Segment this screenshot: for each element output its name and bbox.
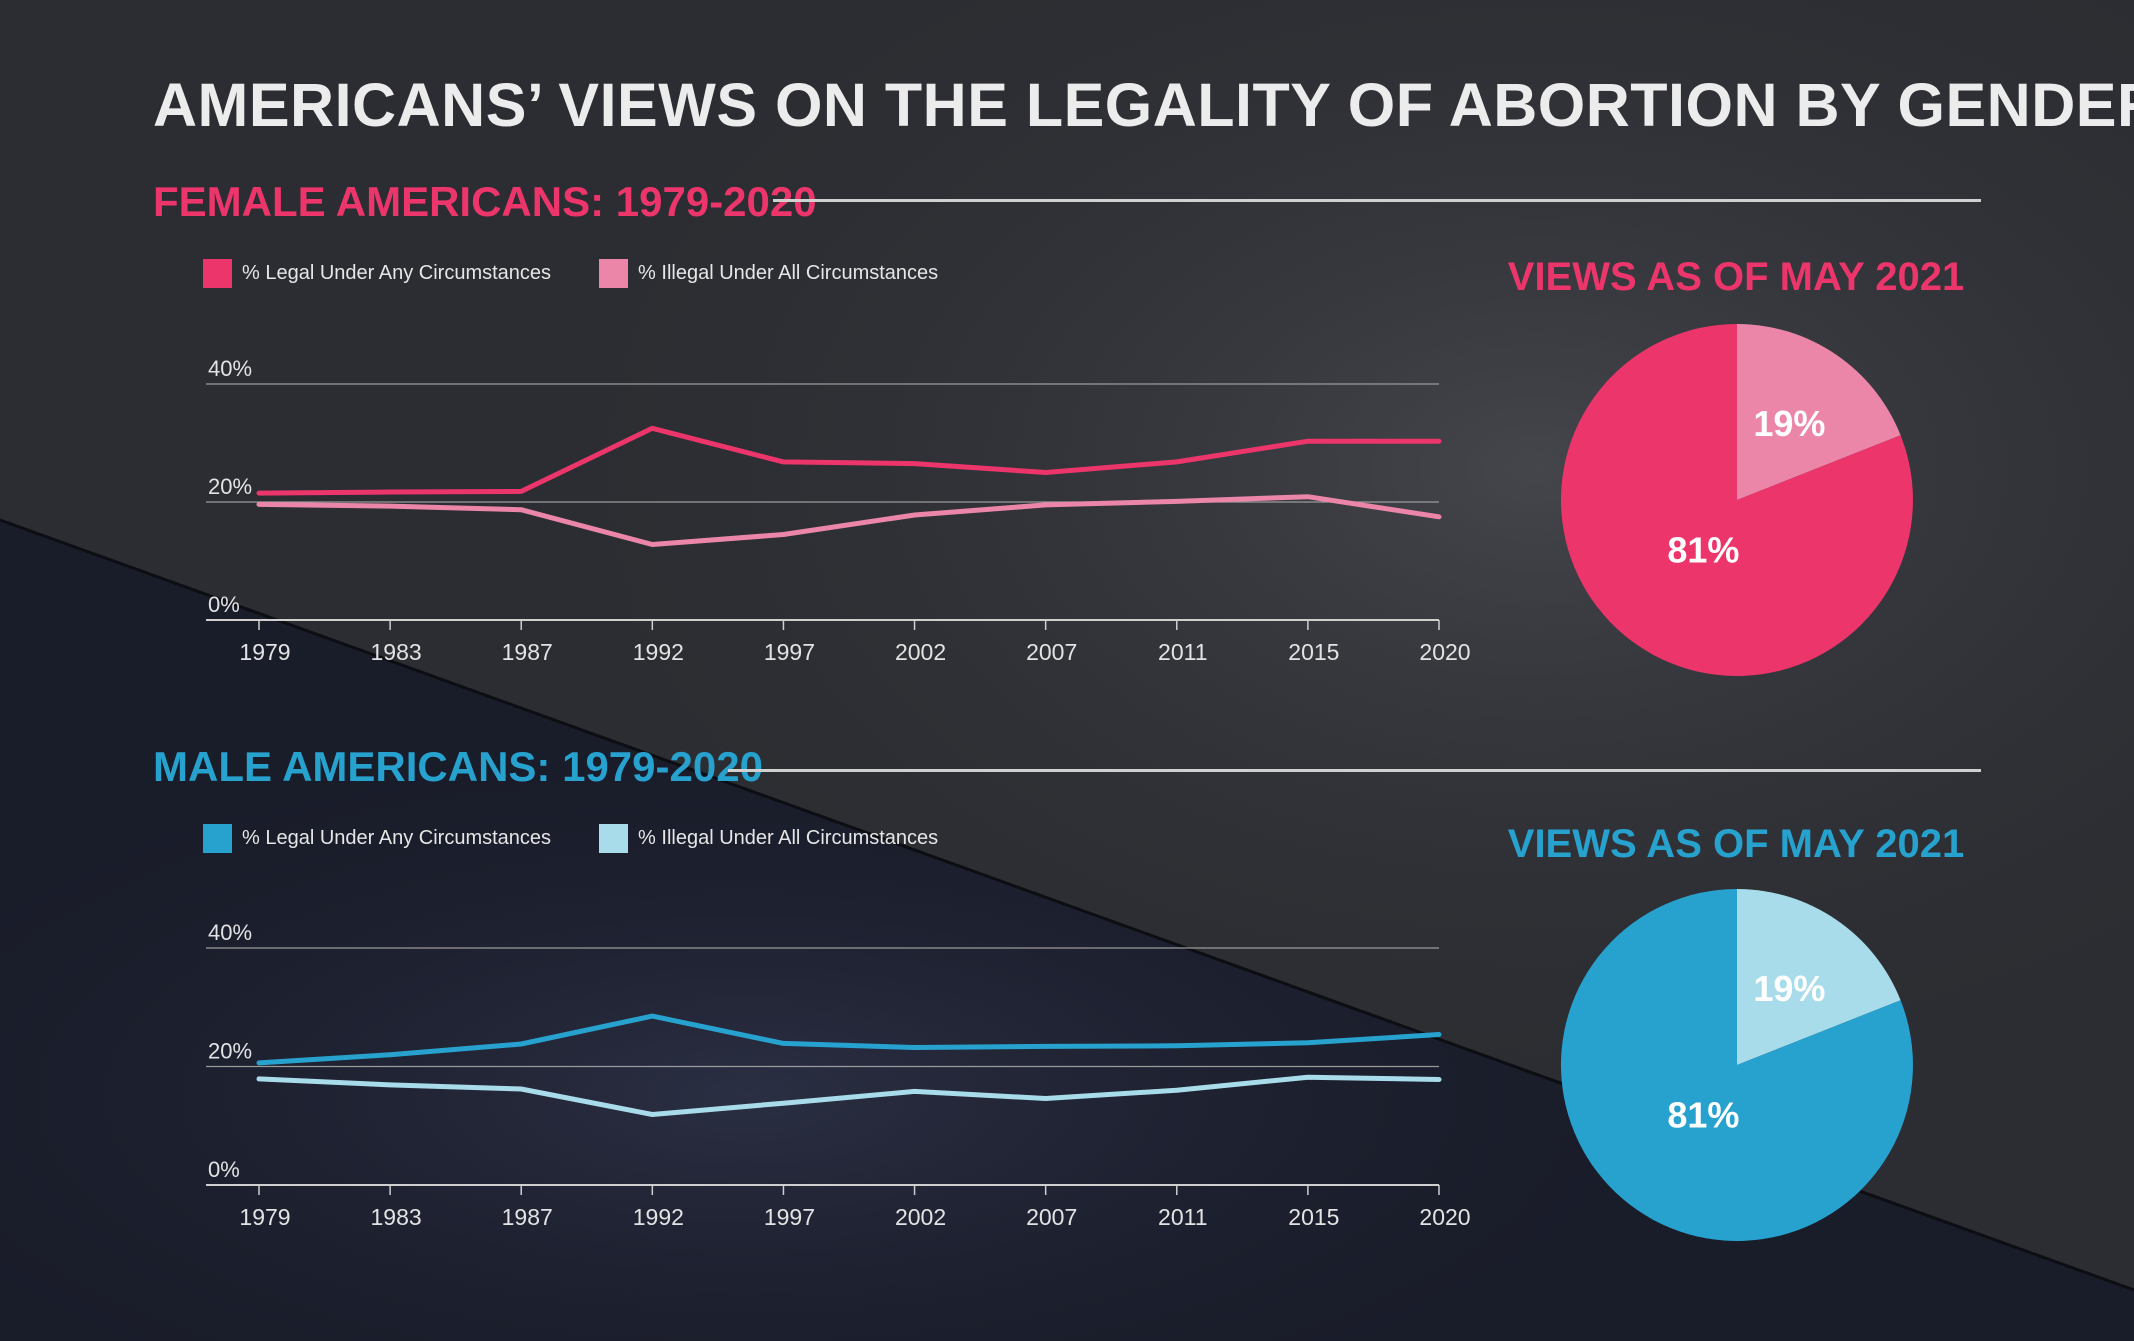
legend-label-legal: % Legal Under Any Circumstances (242, 827, 552, 849)
legend-swatch-legal (203, 259, 232, 288)
legend-label-legal: % Legal Under Any Circumstances (242, 262, 552, 284)
pie-slice-legal (1560, 324, 1913, 676)
legend-item-legal: % Legal Under Any Circumstances (203, 824, 551, 853)
legend-swatch-illegal (599, 259, 629, 288)
legend-label-illegal: % Illegal Under All Circumstances (638, 827, 939, 849)
male-legend: % Legal Under Any Circumstances % Illega… (203, 824, 986, 853)
pie-slice-illegal (1737, 889, 1901, 1065)
pie-slice-legal (1560, 889, 1913, 1241)
female-section-heading: FEMALE AMERICANS: 1979-2020 (153, 178, 817, 225)
female-pie-title: VIEWS AS OF MAY 2021 (1507, 255, 1965, 299)
pie-label-illegal: 19% (1753, 403, 1825, 444)
pie-label-illegal: 19% (1753, 968, 1825, 1009)
legend-swatch-illegal (599, 824, 629, 853)
pie-label-legal: 81% (1667, 1095, 1739, 1136)
pie-slice-illegal (1737, 324, 1901, 500)
female-legend: % Legal Under Any Circumstances % Illega… (203, 259, 986, 288)
female-heading-rule (773, 199, 1981, 202)
male-pie-title: VIEWS AS OF MAY 2021 (1507, 822, 1965, 866)
legend-item-legal: % Legal Under Any Circumstances (203, 259, 551, 288)
male-pie-chart: 19% 81% (1560, 889, 1913, 1241)
legend-item-illegal: % Illegal Under All Circumstances (599, 824, 938, 853)
female-pie-chart: 19% 81% (1560, 324, 1913, 676)
pie-label-legal: 81% (1667, 530, 1739, 571)
page-title: AMERICANS’ VIEWS ON THE LEGALITY OF ABOR… (153, 71, 2134, 139)
male-heading-rule (728, 769, 1981, 772)
male-section-heading: MALE AMERICANS: 1979-2020 (153, 743, 763, 790)
legend-item-illegal: % Illegal Under All Circumstances (599, 259, 938, 288)
legend-label-illegal: % Illegal Under All Circumstances (638, 262, 939, 284)
legend-swatch-legal (203, 824, 232, 853)
